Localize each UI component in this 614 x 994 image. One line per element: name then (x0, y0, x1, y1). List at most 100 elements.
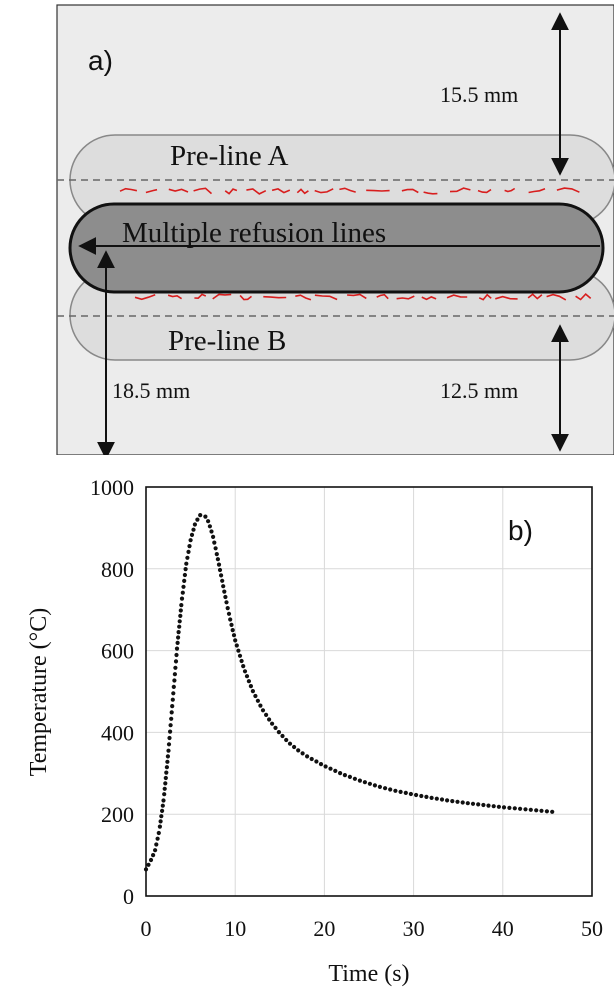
crack-mark (271, 188, 291, 194)
data-point (222, 589, 227, 594)
data-point (224, 600, 229, 605)
crack-mark (168, 188, 189, 193)
y-tick-label: 600 (101, 639, 134, 664)
data-point (296, 748, 301, 753)
crack-mark (347, 293, 367, 300)
data-point (178, 608, 183, 613)
data-point (491, 804, 496, 809)
crack-mark (224, 188, 238, 195)
refusion-lines-track (68, 202, 605, 294)
data-point (179, 596, 185, 601)
data-point (215, 557, 220, 562)
data-point (234, 643, 239, 648)
data-point (220, 578, 225, 583)
data-point (173, 659, 179, 664)
data-point (182, 572, 187, 578)
dim-top-right-label: 15.5 mm (440, 82, 518, 107)
data-point (216, 562, 222, 567)
crack-mark (119, 187, 138, 192)
data-point (176, 635, 181, 640)
data-point (445, 798, 450, 803)
data-point (267, 717, 272, 722)
data-point (338, 771, 343, 776)
data-point (183, 567, 188, 572)
data-point (155, 836, 160, 841)
data-point (264, 712, 269, 717)
data-point (158, 819, 163, 824)
data-point (160, 808, 165, 813)
data-point (300, 751, 305, 756)
data-point (388, 787, 393, 792)
data-point (236, 648, 241, 653)
data-point (226, 611, 232, 616)
data-point (347, 774, 352, 779)
data-point (225, 606, 230, 611)
data-point (544, 809, 550, 814)
crack-mark (575, 292, 592, 301)
x-tick-label: 10 (224, 916, 246, 941)
data-point (239, 658, 244, 664)
crack-mark (212, 293, 232, 300)
crack-mark (246, 188, 267, 195)
data-point (178, 613, 183, 618)
crack-mark (296, 188, 309, 195)
x-tick-label: 50 (581, 916, 603, 941)
data-points (143, 513, 555, 872)
data-point (146, 862, 151, 867)
crack-mark (401, 188, 419, 194)
data-point (169, 716, 174, 721)
y-tick-label: 200 (101, 802, 134, 827)
pre-line-b-label: Pre-line B (168, 325, 286, 357)
crack-mark (239, 294, 252, 301)
data-point (434, 796, 439, 801)
x-tick-label: 30 (403, 916, 425, 941)
data-point (398, 789, 403, 794)
data-point (270, 721, 275, 726)
data-point (186, 549, 191, 554)
data-point (237, 653, 243, 658)
data-point (154, 842, 159, 847)
crack-mark (134, 293, 156, 301)
data-point (244, 674, 250, 679)
data-point (287, 741, 293, 746)
data-point (168, 729, 173, 734)
data-point (273, 725, 278, 730)
chart-grid (145, 486, 593, 897)
crack-mark (366, 189, 390, 192)
pre-line-a-label: Pre-line A (170, 140, 288, 172)
data-point (176, 630, 181, 635)
crack-mark (446, 294, 468, 299)
data-point (518, 806, 523, 811)
data-point (314, 759, 319, 764)
data-point (157, 824, 162, 829)
crack-mark (478, 293, 492, 301)
data-point (153, 848, 158, 853)
panel-a-diagram: a) Pre-line A Multiple refusion lines Pr… (56, 4, 614, 455)
data-point (143, 867, 149, 872)
data-point (195, 517, 200, 522)
crack-mark (396, 295, 415, 300)
data-point (255, 698, 260, 703)
data-point (550, 809, 555, 814)
data-point (182, 578, 187, 583)
data-point (187, 544, 192, 549)
data-point (342, 773, 347, 778)
data-point (188, 538, 193, 543)
data-point (170, 697, 175, 702)
data-point (486, 803, 491, 808)
data-point (219, 573, 224, 578)
data-point (156, 830, 161, 836)
data-point (223, 594, 228, 600)
y-tick-label: 800 (101, 557, 134, 582)
data-point (333, 768, 338, 773)
data-point (383, 786, 388, 791)
data-point (496, 804, 501, 809)
x-tick-label: 40 (492, 916, 514, 941)
data-point (177, 624, 182, 629)
data-point (161, 798, 166, 803)
dim-bottom-right-label: 12.5 mm (440, 378, 518, 403)
data-point (191, 527, 196, 532)
crack-mark (314, 188, 334, 194)
data-point (203, 514, 208, 519)
crack-mark (193, 187, 213, 195)
